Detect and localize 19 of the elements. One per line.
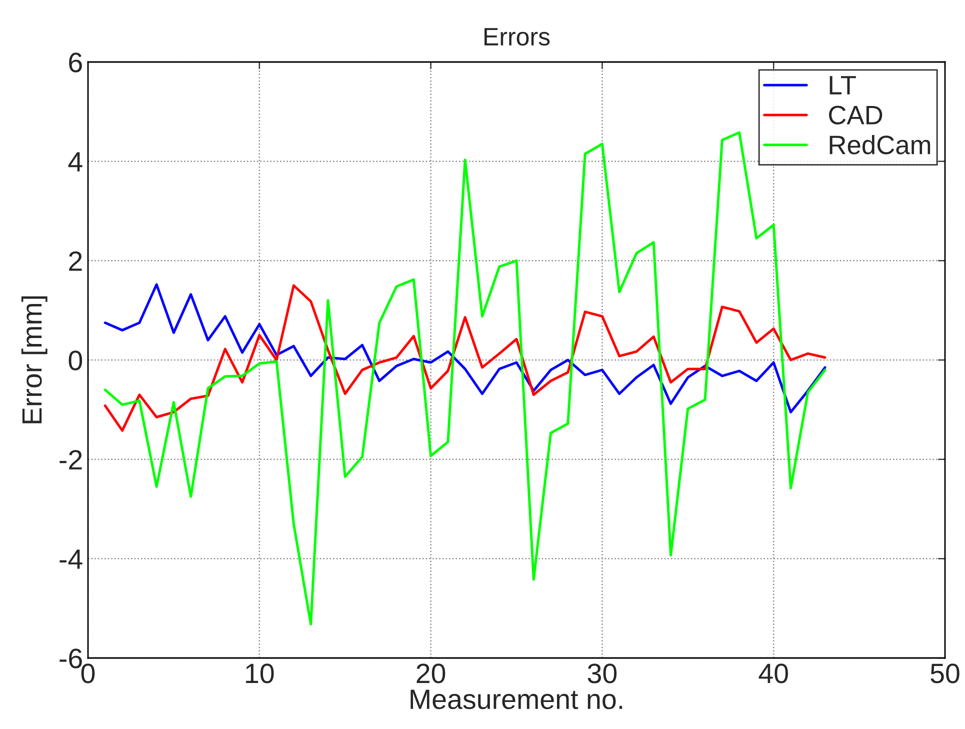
x-tick-label: 20	[416, 664, 446, 684]
x-tick-label: 50	[930, 664, 960, 684]
y-tick-label: 4	[68, 152, 82, 172]
y-tick-label: 6	[69, 52, 82, 72]
y-tick-label: 2	[69, 251, 82, 271]
line-series	[104, 131, 826, 626]
legend-label: CAD	[829, 106, 882, 124]
y-tick-label: -2	[60, 450, 82, 470]
x-tick-label: 30	[588, 664, 617, 684]
x-tick-label: 10	[246, 664, 274, 684]
legend-label: LT	[830, 76, 856, 94]
y-tick-label: -4	[60, 550, 82, 569]
y-tick-label: -6	[60, 648, 82, 668]
legend-label: RedCam	[830, 134, 930, 154]
x-tick-label: 40	[758, 664, 788, 684]
y-axis-title: Error [mm]	[21, 296, 48, 424]
chart-title: Errors	[484, 28, 550, 46]
x-axis-title: Measurement no.	[410, 690, 622, 710]
y-tick-label: 0	[68, 350, 82, 370]
